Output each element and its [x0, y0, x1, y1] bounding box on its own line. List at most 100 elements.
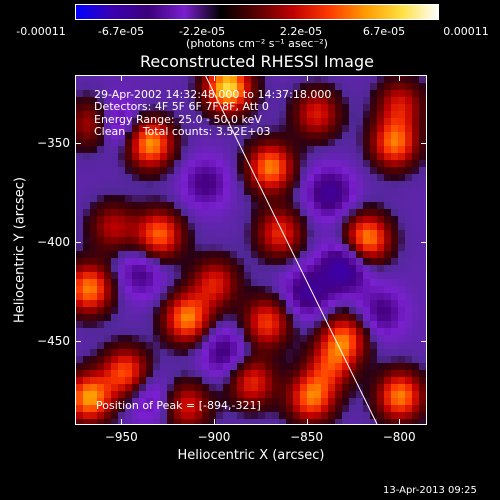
heatmap-cell: [307, 398, 314, 405]
heatmap-cell: [195, 251, 202, 258]
heatmap-cell: [125, 265, 132, 272]
heatmap-cell: [76, 76, 83, 83]
heatmap-cell: [335, 300, 342, 307]
heatmap-cell: [321, 342, 328, 349]
heatmap-cell: [307, 300, 314, 307]
heatmap-cell: [97, 370, 104, 377]
heatmap-cell: [132, 356, 139, 363]
heatmap-cell: [363, 209, 370, 216]
heatmap-cell: [286, 251, 293, 258]
heatmap-cell: [258, 265, 265, 272]
heatmap-cell: [230, 328, 237, 335]
heatmap-cell: [377, 202, 384, 209]
heatmap-cell: [356, 412, 363, 419]
heatmap-cell: [419, 300, 426, 307]
heatmap-cell: [160, 356, 167, 363]
heatmap-cell: [160, 209, 167, 216]
heatmap-cell: [307, 258, 314, 265]
heatmap-cell: [118, 209, 125, 216]
heatmap-cell: [419, 398, 426, 405]
heatmap-cell: [202, 139, 209, 146]
heatmap-cell: [265, 356, 272, 363]
heatmap-cell: [174, 419, 181, 424]
heatmap-cell: [104, 181, 111, 188]
heatmap-cell: [335, 279, 342, 286]
heatmap-cell: [104, 321, 111, 328]
heatmap-cell: [167, 286, 174, 293]
heatmap-cell: [174, 76, 181, 83]
heatmap-cell: [153, 111, 160, 118]
heatmap-cell: [181, 181, 188, 188]
heatmap-cell: [118, 398, 125, 405]
heatmap-cell: [209, 244, 216, 251]
heatmap-cell: [111, 174, 118, 181]
heatmap-cell: [321, 293, 328, 300]
heatmap-cell: [419, 272, 426, 279]
heatmap-cell: [153, 398, 160, 405]
heatmap-cell: [244, 174, 251, 181]
heatmap-cell: [181, 118, 188, 125]
heatmap-cell: [258, 342, 265, 349]
heatmap-cell: [139, 153, 146, 160]
heatmap-cell: [139, 293, 146, 300]
heatmap-cell: [251, 405, 258, 412]
heatmap-cell: [125, 202, 132, 209]
heatmap-cell: [363, 237, 370, 244]
heatmap-cell: [314, 202, 321, 209]
heatmap-cell: [118, 258, 125, 265]
heatmap-cell: [83, 377, 90, 384]
heatmap-cell: [363, 272, 370, 279]
heatmap-cell: [391, 272, 398, 279]
heatmap-cell: [349, 391, 356, 398]
info-time-range: 29-Apr-2002 14:32:48.000 to 14:37:18.000: [94, 88, 332, 101]
heatmap-cell: [363, 181, 370, 188]
heatmap-cell: [307, 377, 314, 384]
heatmap-cell: [272, 363, 279, 370]
heatmap-cell: [258, 216, 265, 223]
heatmap-cell: [181, 328, 188, 335]
heatmap-cell: [293, 237, 300, 244]
heatmap-cell: [181, 272, 188, 279]
heatmap-cell: [97, 258, 104, 265]
heatmap-cell: [181, 202, 188, 209]
heatmap-cell: [181, 405, 188, 412]
heatmap-cell: [216, 237, 223, 244]
heatmap-cell: [209, 377, 216, 384]
heatmap-cell: [342, 384, 349, 391]
heatmap-cell: [167, 153, 174, 160]
heatmap-cell: [328, 230, 335, 237]
heatmap-cell: [321, 398, 328, 405]
heatmap-cell: [181, 419, 188, 424]
heatmap-cell: [307, 244, 314, 251]
heatmap-cell: [97, 391, 104, 398]
heatmap-cell: [363, 412, 370, 419]
heatmap-cell: [223, 195, 230, 202]
heatmap-cell: [384, 174, 391, 181]
heatmap-cell: [139, 181, 146, 188]
heatmap-cell: [286, 265, 293, 272]
heatmap-cell: [398, 391, 405, 398]
heatmap-cell: [356, 328, 363, 335]
heatmap-cell: [146, 104, 153, 111]
heatmap-cell: [419, 160, 426, 167]
heatmap-cell: [377, 195, 384, 202]
heatmap-cell: [342, 167, 349, 174]
heatmap-cell: [104, 160, 111, 167]
heatmap-cell: [83, 237, 90, 244]
heatmap-cell: [195, 111, 202, 118]
heatmap-cell: [272, 160, 279, 167]
heatmap-cell: [160, 258, 167, 265]
heatmap-cell: [174, 167, 181, 174]
heatmap-cell: [90, 342, 97, 349]
heatmap-cell: [342, 111, 349, 118]
heatmap-cell: [335, 125, 342, 132]
heatmap-cell: [293, 398, 300, 405]
heatmap-cell: [167, 97, 174, 104]
heatmap-cell: [237, 202, 244, 209]
heatmap-cell: [118, 314, 125, 321]
heatmap-cell: [97, 237, 104, 244]
heatmap-cell: [412, 167, 419, 174]
heatmap-cell: [342, 405, 349, 412]
heatmap-cell: [111, 181, 118, 188]
heatmap-cell: [216, 377, 223, 384]
